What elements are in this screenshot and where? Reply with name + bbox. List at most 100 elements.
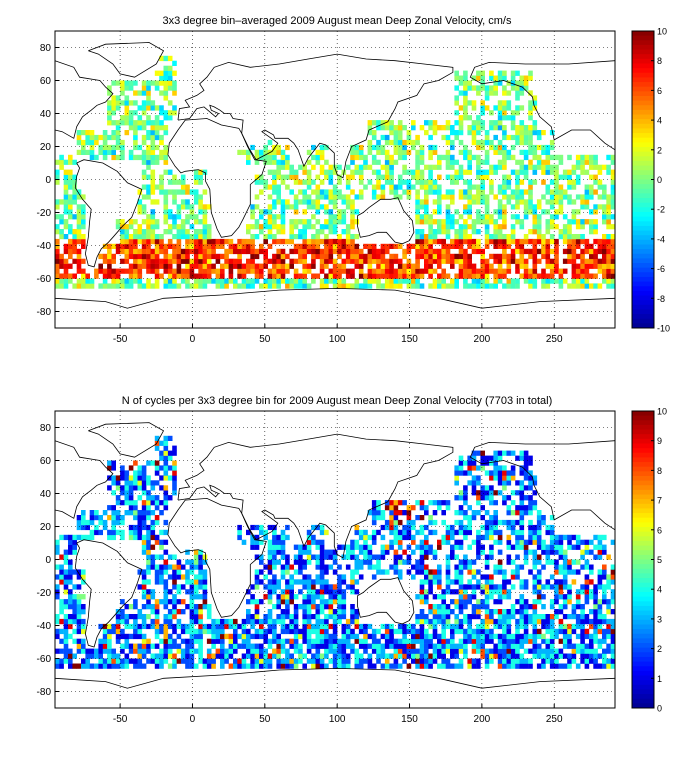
data-cell [163, 154, 169, 161]
data-cell [606, 248, 611, 255]
colorbar-swatch [632, 77, 654, 83]
data-cell [233, 658, 238, 664]
data-cell [267, 584, 273, 590]
data-cell [272, 554, 277, 560]
data-cell [567, 248, 572, 255]
data-cell [610, 618, 616, 625]
data-cell [280, 179, 286, 185]
data-cell [332, 549, 338, 555]
data-cell [441, 618, 446, 625]
data-cell [450, 154, 455, 161]
data-cell [267, 214, 273, 220]
data-cell [515, 569, 520, 575]
data-cell [450, 214, 455, 220]
data-cell [415, 268, 420, 274]
data-cell [137, 283, 143, 289]
colorbar-swatch [632, 68, 654, 74]
data-cell [341, 219, 347, 225]
data-cell [454, 253, 459, 260]
data-cell [519, 609, 525, 615]
data-cell [311, 199, 316, 205]
data-cell [424, 248, 429, 255]
data-cell [480, 584, 485, 590]
data-cell [55, 618, 60, 625]
data-cell [167, 618, 173, 625]
data-cell [597, 584, 603, 590]
data-cell [280, 549, 286, 555]
data-cell [76, 263, 82, 269]
data-cell [272, 204, 277, 210]
data-cell [402, 248, 407, 255]
data-cell [81, 243, 86, 249]
data-cell [580, 199, 585, 205]
data-cell [397, 653, 403, 659]
data-cell [458, 115, 464, 121]
data-cell [437, 564, 442, 570]
data-cell [489, 653, 494, 659]
data-cell [384, 268, 390, 274]
data-cell [263, 179, 268, 185]
data-cell [345, 174, 351, 180]
data-cell [467, 258, 472, 264]
data-cell [506, 134, 512, 141]
data-cell [419, 529, 425, 536]
data-cell [285, 584, 290, 590]
data-cell [571, 253, 577, 260]
data-cell [211, 248, 216, 255]
data-cell [454, 219, 459, 225]
data-cell [610, 564, 616, 570]
data-cell [580, 273, 585, 279]
data-cell [476, 648, 481, 654]
data-cell [610, 278, 616, 284]
data-cell [311, 658, 316, 664]
data-cell [280, 554, 286, 560]
data-cell [411, 268, 416, 274]
data-cell [380, 134, 386, 141]
data-cell [606, 164, 611, 170]
data-cell [493, 564, 498, 570]
data-cell [532, 638, 538, 644]
data-cell [76, 189, 82, 195]
data-cell [302, 224, 307, 230]
data-cell [107, 144, 112, 151]
data-cell [328, 584, 334, 590]
data-cell [463, 495, 468, 501]
data-cell [549, 179, 555, 185]
data-cell [76, 569, 82, 575]
data-cell [289, 174, 294, 180]
data-cell [146, 564, 151, 570]
data-cell [541, 658, 546, 664]
data-cell [454, 495, 459, 501]
data-cell [141, 105, 147, 111]
data-cell [211, 263, 216, 269]
data-cell [202, 574, 208, 580]
data-cell [480, 278, 485, 284]
data-cell [146, 534, 151, 541]
data-cell [454, 179, 459, 185]
data-cell [167, 110, 173, 116]
data-cell [406, 628, 412, 635]
data-cell [319, 633, 325, 640]
data-cell [154, 115, 160, 121]
data-cell [280, 174, 286, 180]
data-cell [393, 539, 399, 545]
data-cell [267, 224, 273, 230]
data-cell [172, 268, 177, 274]
data-cell [206, 604, 212, 610]
data-cell [276, 273, 281, 279]
data-cell [402, 500, 407, 506]
data-cell [489, 179, 494, 185]
data-cell [597, 258, 603, 264]
data-cell [532, 648, 538, 654]
data-cell [306, 283, 312, 289]
data-cell [476, 510, 481, 516]
data-cell [406, 139, 412, 146]
data-cell [146, 495, 151, 501]
data-cell [506, 589, 512, 595]
data-cell [437, 219, 442, 225]
data-cell [254, 628, 260, 635]
data-cell [185, 268, 190, 274]
data-cell [224, 278, 229, 284]
data-cell [206, 204, 212, 210]
data-cell [419, 628, 425, 635]
